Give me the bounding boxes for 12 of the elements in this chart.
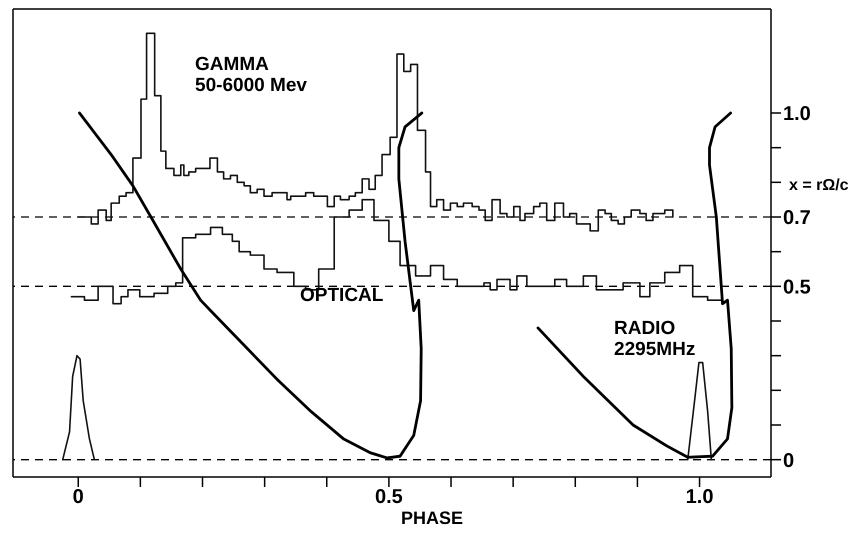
y-tick-label: 0 xyxy=(783,450,794,472)
y-tick-label: 0.7 xyxy=(783,207,811,230)
y-tick-label: 0.5 xyxy=(783,276,811,298)
x-axis-title: PHASE xyxy=(400,508,464,528)
x-tick-label: 1.0 xyxy=(686,486,714,508)
x-tick-label: 0 xyxy=(72,486,84,508)
y-axis-title: x = rΩ/c xyxy=(789,177,849,194)
series-label: OPTICAL xyxy=(300,285,384,306)
y-tick-label: 1.0 xyxy=(783,103,811,126)
x-tick-label: 0.5 xyxy=(374,486,403,508)
series-label: GAMMA 50-6000 Mev xyxy=(195,54,308,96)
series-label: RADIO 2295MHz xyxy=(614,318,696,360)
